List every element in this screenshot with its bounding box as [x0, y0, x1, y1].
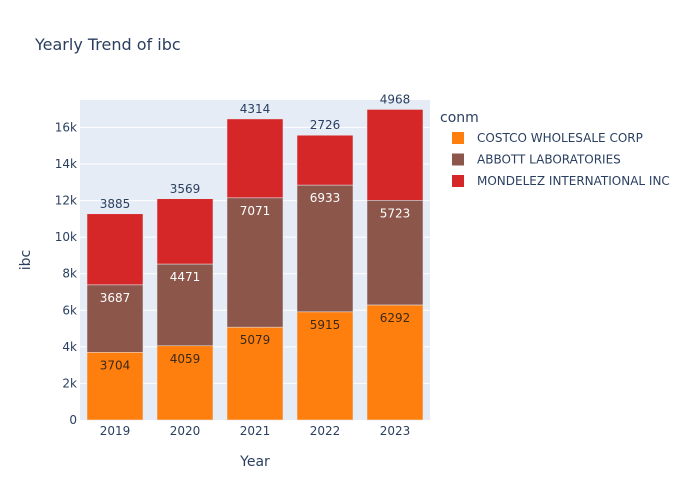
bar-segment[interactable] — [296, 184, 354, 313]
data-label: 3687 — [100, 291, 131, 305]
y-tick-label: 8k — [62, 267, 77, 281]
data-label: 4968 — [380, 92, 411, 106]
y-tick-label: 2k — [62, 376, 77, 390]
data-label: 3569 — [170, 182, 201, 196]
data-label: 7071 — [240, 204, 271, 218]
bar-segment[interactable] — [226, 326, 284, 421]
legend-swatch[interactable] — [452, 132, 464, 144]
data-label: 5723 — [380, 206, 411, 220]
data-label: 6292 — [380, 311, 411, 325]
data-label: 4471 — [170, 270, 201, 284]
legend-item-label[interactable]: COSTCO WHOLESALE CORP — [477, 131, 643, 145]
y-tick-label: 12k — [55, 194, 77, 208]
legend-swatch[interactable] — [452, 175, 464, 187]
bar-segment[interactable] — [366, 200, 424, 306]
legend-swatch[interactable] — [452, 153, 464, 166]
x-tick-label: 2023 — [380, 424, 411, 438]
bar-segment[interactable] — [156, 198, 214, 265]
bar-segment[interactable] — [86, 213, 144, 286]
bar-segment[interactable] — [86, 284, 144, 353]
bar-segment[interactable] — [366, 109, 424, 201]
bar-segment[interactable] — [296, 134, 354, 186]
data-label: 3704 — [100, 358, 131, 372]
data-label: 5079 — [240, 333, 271, 347]
y-tick-label: 16k — [55, 120, 77, 134]
x-tick-label: 2020 — [170, 424, 201, 438]
y-tick-label: 14k — [55, 157, 77, 171]
chart-title: Yearly Trend of ibc — [34, 35, 181, 54]
x-axis-title: Year — [239, 454, 270, 470]
x-tick-label: 2019 — [100, 424, 131, 438]
bar-segment[interactable] — [226, 197, 284, 328]
y-axis-title: ibc — [18, 250, 34, 270]
bar-segment[interactable] — [86, 352, 144, 421]
data-label: 6933 — [310, 191, 341, 205]
legend-title: conm — [440, 110, 479, 126]
x-tick-label: 2021 — [240, 424, 271, 438]
data-label: 2726 — [310, 118, 341, 132]
y-tick-label: 6k — [62, 303, 77, 317]
legend-item-label[interactable]: MONDELEZ INTERNATIONAL INC — [477, 174, 670, 188]
bar-segment[interactable] — [226, 118, 284, 199]
data-label: 4059 — [170, 352, 201, 366]
y-tick-label: 10k — [55, 230, 77, 244]
x-axis-ticks: 2019 2020 2021 2022 2023 — [100, 424, 411, 438]
x-tick-label: 2022 — [310, 424, 341, 438]
bars: 3704 3687 3885 4059 4471 3569 5079 7071 4314 5915… — [86, 92, 424, 421]
data-label: 3885 — [100, 197, 131, 211]
legend[interactable]: conm COSTCO WHOLESALE CORP ABBOTT LABORAT… — [440, 110, 670, 188]
y-axis-ticks: 0 2k 4k 6k 8k 10k 12k 14k 16k — [55, 120, 77, 427]
bar-segment[interactable] — [156, 345, 214, 421]
y-tick-label: 4k — [62, 340, 77, 354]
data-label: 5915 — [310, 318, 341, 332]
bar-segment[interactable] — [366, 304, 424, 421]
bar-segment[interactable] — [296, 311, 354, 421]
y-tick-label: 0 — [69, 413, 77, 427]
data-label: 4314 — [240, 102, 271, 116]
legend-item-label[interactable]: ABBOTT LABORATORIES — [477, 153, 621, 167]
